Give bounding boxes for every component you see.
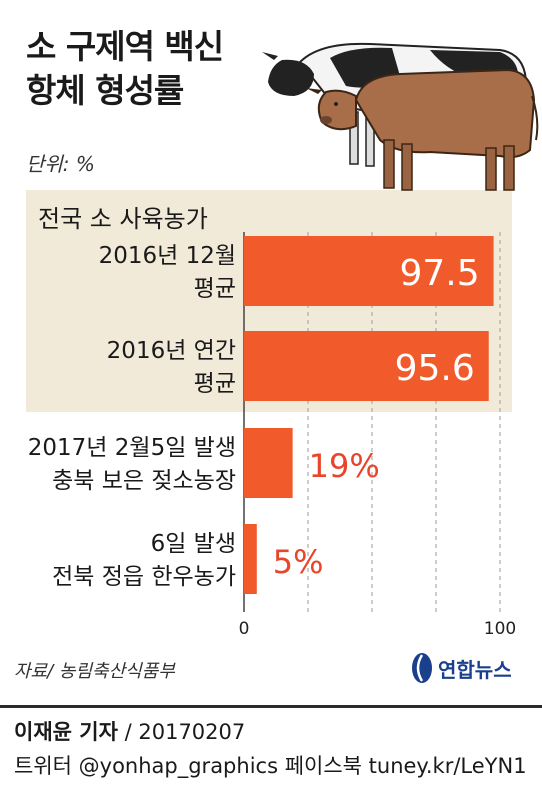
category-label-line: 2016년 12월 — [98, 243, 236, 269]
tick-label: 100 — [484, 619, 516, 639]
chart: 97.5 95.6 19% 5% 0 100 — [26, 42, 539, 639]
tick-label: 0 — [239, 619, 250, 639]
category-label-line: 2016년 연간 — [106, 338, 236, 364]
category-label-line: 6일 발생 — [150, 531, 236, 557]
category-label-line: 2017년 2월5일 발생 — [27, 435, 236, 461]
category-label-line: 전북 정읍 한우농가 — [52, 564, 236, 591]
category-label-line: 평균 — [193, 276, 236, 303]
chart-title-line2: 항체 형성률 — [26, 71, 184, 110]
yonhap-logo: 연합뉴스 — [410, 648, 512, 688]
bar — [244, 524, 257, 594]
brown-cow-illustration — [306, 68, 539, 191]
data-label: 97.5 — [399, 253, 479, 294]
bar — [244, 236, 494, 306]
cattle-illustration — [262, 42, 539, 191]
bar — [244, 428, 293, 498]
infographic-panel: 97.5 95.6 19% 5% 0 100 — [14, 27, 539, 688]
footer-divider — [0, 705, 542, 708]
category-label-line: 충북 보은 젖소농장 — [52, 468, 236, 495]
publish-date: / 20170207 — [124, 720, 246, 744]
data-label: 95.6 — [395, 348, 475, 389]
data-label: 5% — [273, 543, 324, 581]
yonhap-logo-icon — [412, 653, 432, 683]
credit-line: 이재윤 기자 / 20170207 — [14, 716, 245, 746]
category-label-line: 평균 — [193, 371, 236, 398]
social-links: 트위터 @yonhap_graphics 페이스북 tuney.kr/LeYN1 — [14, 754, 527, 778]
x-ticks: 0 100 — [239, 619, 517, 639]
group-label: 전국 소 사육농가 — [38, 205, 208, 233]
source-label: 자료/ 농림축산식품부 — [14, 661, 175, 682]
bar — [244, 331, 489, 401]
bars: 97.5 95.6 19% 5% — [244, 236, 494, 594]
data-label: 19% — [309, 447, 380, 485]
unit-label: 단위: % — [26, 152, 95, 176]
logo-text: 연합뉴스 — [438, 657, 512, 682]
chart-title-line1: 소 구제역 백신 — [26, 27, 224, 66]
reporter-name: 이재윤 기자 — [14, 720, 118, 744]
